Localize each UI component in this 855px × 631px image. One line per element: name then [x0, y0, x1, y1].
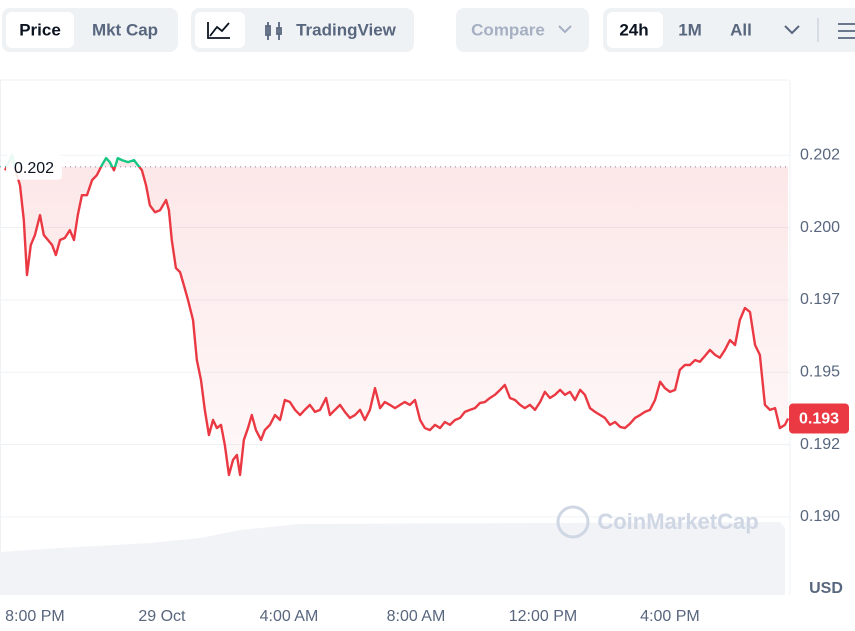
- candle-icon: [265, 22, 282, 40]
- last-price-badge: [789, 403, 849, 434]
- y-unit: USD: [809, 580, 843, 597]
- y-tick-label: 0.197: [800, 291, 840, 308]
- y-tick-label: 0.190: [800, 508, 840, 525]
- x-tick-label: 8:00 PM: [5, 608, 65, 625]
- line-icon: [207, 22, 230, 39]
- chevron: [558, 25, 572, 34]
- price-area: [5, 155, 789, 475]
- x-tick-label: 4:00 PM: [640, 608, 700, 625]
- chart-type-group: [191, 8, 414, 52]
- plot: [0, 154, 790, 477]
- range-more[interactable]: [784, 25, 800, 35]
- x-tick-label: 29 Oct: [138, 608, 186, 625]
- price-tab[interactable]: [6, 12, 74, 48]
- volume-area: [0, 522, 785, 595]
- x-tick-label: 4:00 AM: [260, 608, 319, 625]
- watermark: CoinMarketCap: [597, 509, 758, 534]
- open-price-label: 0.202: [14, 160, 54, 177]
- y-tick-label: 0.202: [800, 146, 840, 163]
- open-price-badge: [6, 153, 62, 180]
- range-group: [603, 8, 855, 52]
- compare-label[interactable]: Compare: [471, 20, 545, 39]
- y-tick-label: 0.200: [800, 219, 840, 236]
- range-button[interactable]: 1M: [678, 20, 702, 39]
- range-active[interactable]: [607, 12, 663, 48]
- range-button[interactable]: All: [730, 20, 752, 39]
- x-tick-label: 12:00 PM: [509, 608, 577, 625]
- settings-icon[interactable]: [838, 23, 855, 39]
- range-button[interactable]: 24h: [619, 20, 648, 39]
- y-tick-label: 0.195: [800, 363, 840, 380]
- watermark-logo: [556, 505, 590, 539]
- last-price-label: 0.193: [799, 411, 839, 428]
- tradingview-button[interactable]: TradingView: [296, 20, 397, 39]
- price-line: [3, 154, 790, 477]
- y-tick-label: 0.192: [800, 436, 840, 453]
- price-tab-label[interactable]: Price: [19, 20, 61, 39]
- mkt-cap-tab-label[interactable]: Mkt Cap: [92, 20, 158, 39]
- compare-dropdown[interactable]: [456, 8, 589, 52]
- x-tick-label: 8:00 AM: [387, 608, 446, 625]
